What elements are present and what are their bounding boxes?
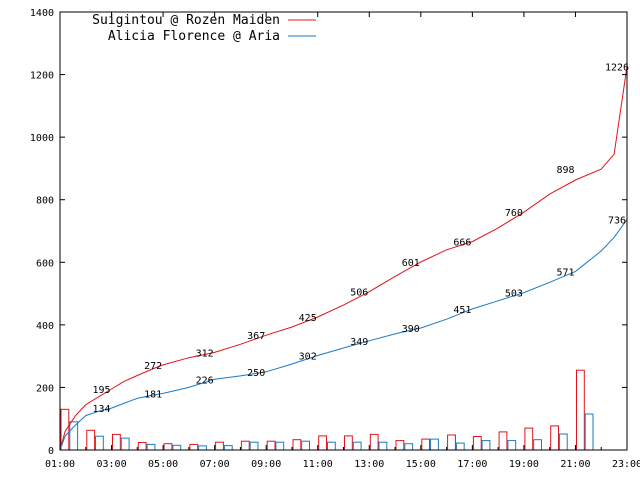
y-tick-label: 600: [36, 258, 54, 269]
series-line: [59, 219, 628, 451]
data-label: 250: [247, 368, 265, 379]
data-label: 736: [608, 216, 626, 227]
data-label: 503: [505, 289, 523, 300]
data-label: 195: [92, 385, 110, 396]
data-label: 898: [556, 165, 574, 176]
data-label: 425: [299, 313, 317, 324]
data-label: 302: [299, 352, 317, 363]
data-label: 571: [556, 267, 574, 278]
x-tick-label: 23:00: [612, 459, 640, 470]
x-tick-label: 15:00: [406, 459, 436, 470]
data-label: 390: [402, 324, 420, 335]
data-label: 349: [350, 337, 368, 348]
data-label: 181: [144, 389, 162, 400]
data-label: 312: [196, 348, 214, 359]
axes: 0 200 400 600 800 1000 1200 1400 01:00 03:00 05:00…: [30, 8, 640, 470]
x-tick-label: 17:00: [457, 459, 487, 470]
data-label: 760: [505, 208, 523, 219]
y-tick-label: 0: [48, 446, 54, 457]
y-tick-label: 800: [36, 196, 54, 207]
x-tick-label: 13:00: [354, 459, 384, 470]
data-label: 666: [453, 238, 471, 249]
legend-label: Alicia Florence @ Aria: [108, 29, 280, 44]
x-tick-label: 19:00: [509, 459, 539, 470]
legend-label: Suigintou @ Rozen Maiden: [92, 13, 280, 28]
data-label: 134: [92, 404, 110, 415]
y-tick-label: 1400: [30, 8, 54, 19]
data-label: 367: [247, 331, 265, 342]
x-tick-label: 05:00: [148, 459, 178, 470]
data-labels: 195 272 312 367 425 506 601 666 760 898 1226 134 181…: [92, 62, 629, 415]
data-label: 506: [350, 288, 368, 299]
y-tick-label: 400: [36, 321, 54, 332]
data-label: 451: [453, 305, 471, 316]
x-tick-label: 21:00: [560, 459, 590, 470]
series-lines: [59, 66, 628, 451]
x-tick-label: 11:00: [303, 459, 333, 470]
data-label: 601: [402, 258, 420, 269]
y-tick-label: 200: [36, 383, 54, 394]
data-label: 1226: [605, 62, 629, 73]
data-label: 226: [196, 375, 214, 386]
x-tick-label: 03:00: [96, 459, 126, 470]
x-tick-label: 01:00: [45, 459, 75, 470]
y-tick-label: 1000: [30, 133, 54, 144]
data-label: 272: [144, 361, 162, 372]
x-tick-label: 07:00: [200, 459, 230, 470]
series-line: [59, 66, 628, 451]
x-tick-label: 09:00: [251, 459, 281, 470]
y-tick-label: 1200: [30, 71, 54, 82]
